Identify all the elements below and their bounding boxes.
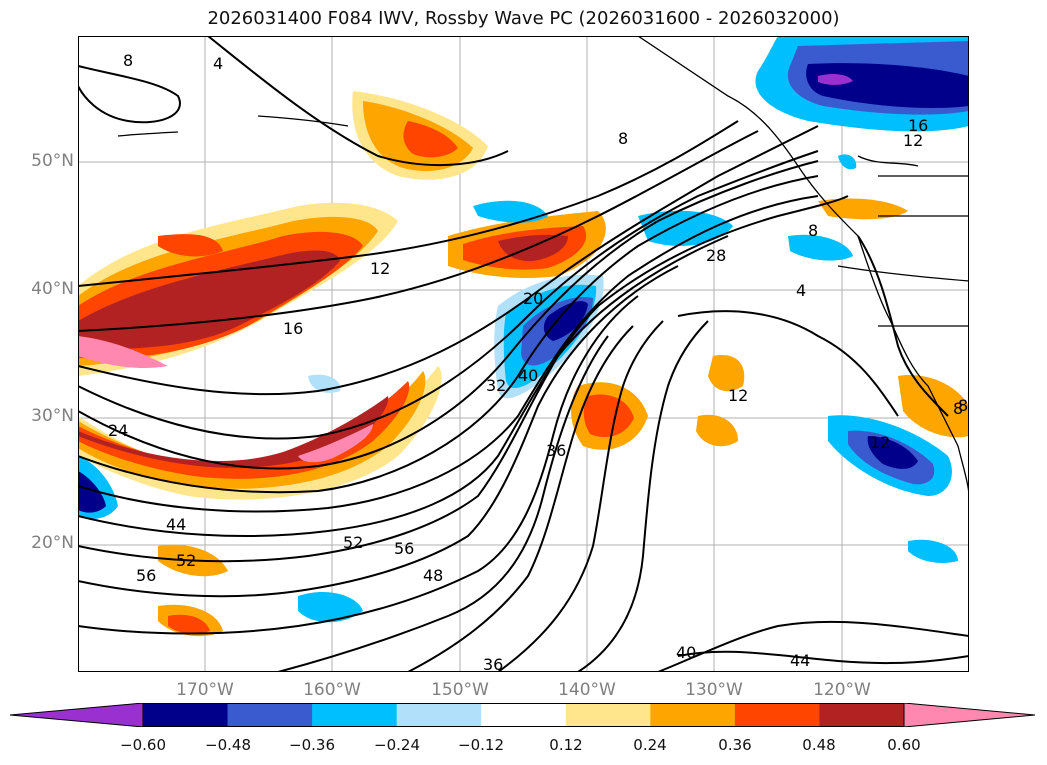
lat-label-20n: 20°N	[31, 533, 74, 553]
contour-label: 16	[283, 319, 303, 338]
colorbar-swatch	[565, 703, 651, 727]
contour-label: 12	[728, 386, 748, 405]
colorbar-tick-label: 0.60	[887, 736, 921, 754]
contour-label: 4	[213, 54, 223, 73]
contour-label: 56	[136, 566, 156, 585]
contour-label: 36	[546, 441, 566, 460]
colorbar-extend-low	[10, 703, 144, 727]
contour-label: 48	[423, 566, 443, 585]
map-canvas: 8 4 8 16 12 16 12 20 28 8 4 32 40 12 24 …	[78, 36, 969, 672]
colorbar-extend-high	[903, 703, 1035, 727]
colorbar-swatch	[312, 703, 398, 727]
coastline	[117, 36, 969, 497]
positive-anomaly-fill	[78, 91, 969, 637]
colorbar-tick-label: 0.12	[549, 736, 583, 754]
contour-label: 52	[176, 551, 196, 570]
contour-label: 52	[343, 533, 363, 552]
lon-label-120w: 120°W	[813, 680, 871, 700]
colorbar-tick-label: −0.36	[289, 736, 335, 754]
colorbar-swatch	[227, 703, 313, 727]
colorbar-tick-label: 0.36	[718, 736, 752, 754]
contour-label: 8	[123, 51, 133, 70]
contour-label: 12	[370, 259, 390, 278]
contour-label: 12	[870, 433, 890, 452]
contour-label: 56	[394, 539, 414, 558]
contour-label: 24	[108, 421, 128, 440]
colorbar-tick-label: −0.48	[205, 736, 251, 754]
map-panel: 8 4 8 16 12 16 12 20 28 8 4 32 40 12 24 …	[78, 36, 969, 672]
colorbar-tick-label: 0.48	[802, 736, 836, 754]
contour-label: 44	[790, 651, 810, 670]
contour-label: 32	[486, 376, 506, 395]
contour-label: 40	[518, 366, 538, 385]
contour-label: 8	[618, 129, 628, 148]
contour-label: 44	[166, 515, 186, 534]
contour-label: 28	[706, 246, 726, 265]
lon-label-150w: 150°W	[431, 680, 489, 700]
map-title: 2026031400 F084 IWV, Rossby Wave PC (202…	[207, 8, 840, 29]
colorbar-swatch	[143, 703, 229, 727]
contour-label: 40	[676, 643, 696, 662]
colorbar-swatch	[734, 703, 820, 727]
contour-label: 20	[523, 289, 543, 308]
lat-label-40n: 40°N	[31, 279, 74, 299]
contour-label: 8	[953, 399, 963, 418]
lon-label-130w: 130°W	[685, 680, 743, 700]
colorbar-swatch	[819, 703, 905, 727]
lat-label-50n: 50°N	[31, 151, 74, 171]
colorbar-tick-label: 0.24	[633, 736, 667, 754]
colorbar-tick-label: −0.24	[374, 736, 420, 754]
lon-label-170w: 170°W	[176, 680, 234, 700]
contour-lines	[78, 36, 969, 672]
colorbar-tick-label: −0.60	[120, 736, 166, 754]
contour-label: 16	[908, 116, 928, 135]
colorbar-swatch	[650, 703, 736, 727]
contour-label: 8	[808, 221, 818, 240]
lat-label-30n: 30°N	[31, 406, 74, 426]
lon-label-160w: 160°W	[303, 680, 361, 700]
contour-label: 4	[796, 281, 806, 300]
colorbar-swatch	[396, 703, 482, 727]
lon-label-140w: 140°W	[558, 680, 616, 700]
contour-label: 12	[903, 131, 923, 150]
colorbar-swatch	[481, 703, 567, 727]
map-border	[78, 36, 969, 672]
colorbar-tick-label: −0.12	[458, 736, 504, 754]
contour-label: 8	[958, 396, 968, 415]
colorbar	[10, 703, 1035, 727]
contour-label-group: 8 4 8 16 12 16 12 20 28 8 4 32 40 12 24 …	[108, 51, 968, 672]
contour-label: 36	[483, 655, 503, 672]
